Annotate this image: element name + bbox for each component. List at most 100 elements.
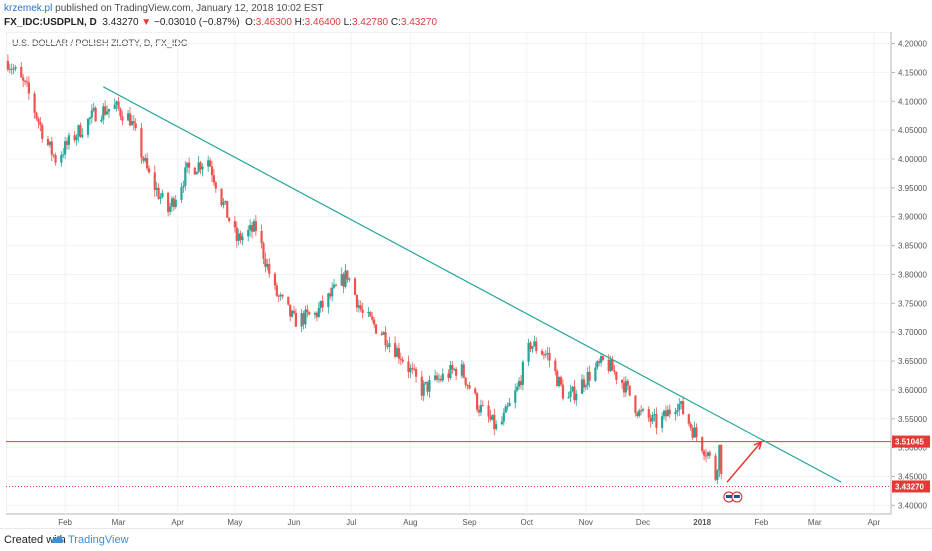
candle-body bbox=[23, 80, 27, 82]
x-tick-label: Feb bbox=[754, 518, 768, 527]
candle-body bbox=[388, 343, 391, 347]
candle-body bbox=[361, 309, 364, 313]
candle-body bbox=[521, 361, 524, 385]
high-label: H: bbox=[294, 17, 305, 28]
candle-body bbox=[199, 162, 202, 170]
candle-body bbox=[77, 125, 80, 137]
candle-body bbox=[702, 451, 706, 456]
candle-body bbox=[117, 101, 120, 109]
candle-body bbox=[575, 393, 578, 401]
down-arrow-icon: ▼ bbox=[141, 17, 152, 28]
candle-body bbox=[544, 353, 547, 355]
price-chart[interactable]: U.S. DOLLAR / POLISH ZLOTY, D, FX_IDC 4.2… bbox=[5, 31, 932, 528]
y-tick-label: 3.80000 bbox=[898, 270, 927, 279]
chart-area[interactable]: U.S. DOLLAR / POLISH ZLOTY, D, FX_IDC 4.2… bbox=[5, 31, 932, 528]
x-tick-label: Mar bbox=[112, 518, 126, 527]
candle-body bbox=[542, 354, 545, 356]
candle-body bbox=[535, 341, 538, 351]
candle-body bbox=[327, 293, 330, 308]
x-tick-label: Mar bbox=[808, 518, 822, 527]
candle-body bbox=[367, 312, 370, 314]
candle-body bbox=[8, 68, 11, 70]
candle-body bbox=[682, 401, 685, 415]
x-tick-label: Apr bbox=[171, 518, 184, 527]
candle-body bbox=[73, 135, 76, 141]
candle-body bbox=[275, 285, 278, 296]
candle-body bbox=[386, 345, 389, 347]
candle-body bbox=[207, 160, 210, 167]
candle-body bbox=[153, 172, 156, 190]
candle-body bbox=[233, 221, 236, 228]
candle-body bbox=[67, 135, 71, 145]
candle-body bbox=[142, 157, 145, 161]
chart-title: U.S. DOLLAR / POLISH ZLOTY, D, FX_IDC bbox=[12, 38, 188, 48]
candle-body bbox=[453, 369, 456, 371]
y-tick-label: 3.40000 bbox=[898, 501, 927, 510]
candle-body bbox=[426, 381, 429, 392]
candle-body bbox=[65, 141, 69, 145]
candle-body bbox=[250, 225, 254, 232]
y-tick-label: 3.50000 bbox=[898, 444, 927, 453]
candle-body bbox=[140, 128, 143, 158]
y-tick-label: 3.45000 bbox=[898, 472, 927, 481]
candle-body bbox=[460, 364, 463, 376]
last-price: 3.43270 bbox=[102, 17, 139, 28]
plot-background bbox=[5, 31, 892, 515]
candle-body bbox=[380, 333, 383, 335]
candle-body bbox=[508, 402, 511, 407]
candle-body bbox=[434, 375, 437, 380]
y-tick-label: 4.15000 bbox=[898, 68, 927, 77]
candle-body bbox=[195, 172, 198, 175]
candle-body bbox=[46, 138, 50, 145]
x-tick-label: Sep bbox=[462, 518, 477, 527]
candle-body bbox=[132, 121, 135, 124]
candle-body bbox=[447, 373, 450, 378]
candle-body bbox=[94, 107, 97, 122]
candle-body bbox=[422, 383, 425, 396]
candle-body bbox=[449, 364, 452, 378]
tradingview-brand[interactable]: TradingView bbox=[68, 534, 129, 546]
x-tick-label: 2018 bbox=[693, 518, 711, 527]
candle-body bbox=[249, 225, 252, 231]
candle-body bbox=[113, 104, 116, 109]
candle-body bbox=[664, 410, 668, 417]
candle-body bbox=[695, 427, 698, 438]
candle-body bbox=[235, 227, 238, 241]
price-change: −0.03010 (−0.87%) bbox=[153, 17, 240, 28]
candle-body bbox=[651, 414, 654, 422]
candle-body bbox=[64, 141, 67, 155]
candle-body bbox=[382, 332, 385, 335]
candle-body bbox=[308, 312, 311, 315]
candle-body bbox=[197, 162, 200, 173]
candle-body bbox=[714, 455, 717, 480]
candle-body bbox=[170, 198, 174, 207]
candle-body bbox=[334, 284, 338, 286]
candle-body bbox=[393, 343, 397, 357]
candle-body bbox=[174, 199, 177, 208]
candle-body bbox=[653, 414, 656, 416]
candle-body bbox=[208, 160, 212, 167]
candle-body bbox=[290, 310, 294, 317]
candles-group bbox=[6, 54, 723, 485]
author-link[interactable]: krzemek.pl bbox=[4, 3, 53, 14]
candle-body bbox=[210, 166, 214, 176]
candle-body bbox=[20, 66, 23, 78]
candle-body bbox=[407, 361, 410, 373]
candle-body bbox=[52, 154, 55, 156]
candle-body bbox=[466, 384, 469, 386]
candle-body bbox=[413, 368, 416, 370]
candle-body bbox=[399, 358, 402, 360]
candle-body bbox=[594, 367, 597, 381]
candle-body bbox=[10, 68, 13, 70]
candle-body bbox=[554, 360, 557, 372]
candle-body bbox=[268, 264, 271, 274]
candle-body bbox=[25, 81, 29, 83]
candle-body bbox=[716, 470, 719, 480]
candle-body bbox=[435, 375, 439, 380]
candle-body bbox=[79, 125, 82, 137]
candle-body bbox=[201, 166, 204, 170]
candle-body bbox=[582, 379, 586, 388]
candle-body bbox=[481, 405, 484, 407]
y-tick-label: 3.75000 bbox=[898, 299, 927, 308]
candle-body bbox=[35, 112, 38, 119]
